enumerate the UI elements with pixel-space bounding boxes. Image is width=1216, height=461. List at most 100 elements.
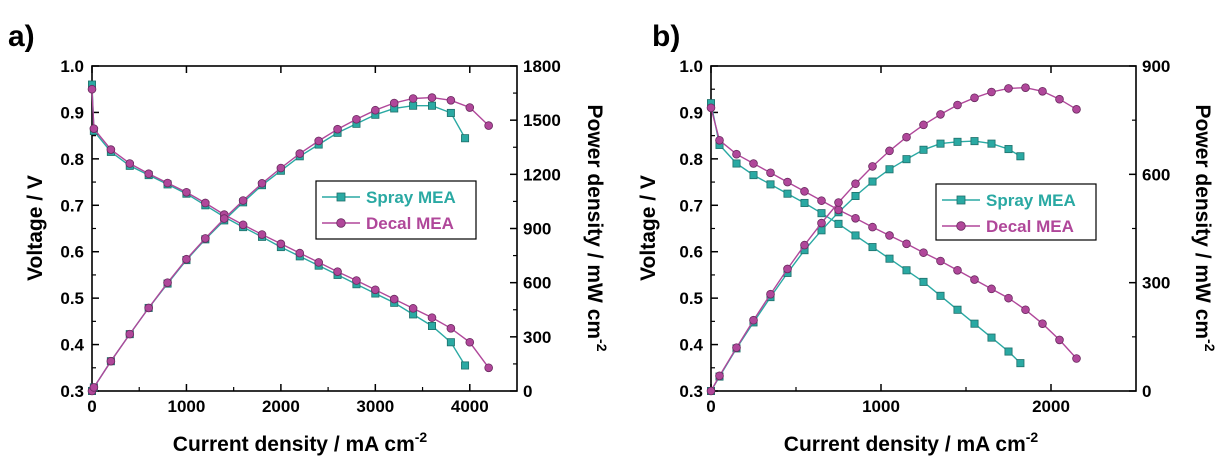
voltage-point (427, 321, 436, 330)
power-point (333, 124, 342, 134)
y-left-tick-label: 0.7 (60, 196, 84, 215)
x-axis-title: Current density / mA cm-2 (173, 429, 428, 456)
voltage-point (851, 213, 860, 223)
power-point (1072, 105, 1081, 114)
voltage-point (1016, 359, 1025, 368)
voltage-point (732, 159, 741, 168)
power-point (1038, 86, 1047, 96)
y-left-tick-label: 0.5 (60, 289, 84, 308)
y-right-tick-label: 1500 (523, 111, 561, 130)
voltage-point (238, 220, 248, 230)
legend-label: Decal MEA (986, 217, 1074, 236)
power-point (106, 356, 116, 366)
legend-marker-circle (336, 218, 346, 228)
voltage-point (333, 267, 342, 276)
y-right-tick-label: 1200 (523, 165, 561, 184)
y-right-axis-title: Power density / mW cm-2 (1191, 104, 1216, 351)
panel-a: a)0 1000 2000 3000 40000.30.40.50.60.70.80.9… (8, 20, 610, 456)
x-axis-title-text: Current density / mA cm (173, 433, 415, 456)
power-point (766, 289, 775, 299)
y-left-tick-label: 0.7 (679, 196, 703, 215)
voltage-point (182, 187, 191, 197)
voltage-point (1004, 347, 1013, 356)
power-point (409, 101, 418, 110)
voltage-point (766, 180, 775, 189)
power-point (851, 191, 860, 200)
power-point (902, 132, 911, 142)
power-point (987, 139, 996, 148)
voltage-point (295, 248, 305, 258)
power-point (163, 278, 172, 287)
power-point (1004, 145, 1013, 154)
power-point (987, 87, 996, 97)
voltage-point (749, 159, 758, 168)
voltage-point (987, 284, 996, 294)
x-axis-title-superscript: -2 (415, 429, 428, 445)
voltage-point (163, 178, 172, 188)
power-point (89, 383, 99, 392)
power-point (219, 214, 229, 223)
voltage-point (936, 256, 945, 266)
y-left-tick-label: 0.3 (679, 382, 703, 401)
legend-label: Spray MEA (366, 188, 456, 207)
y-right-axis-title-superscript: -2 (1202, 339, 1216, 352)
voltage-point (1004, 293, 1013, 303)
legend: Spray MEA Decal MEA (935, 183, 1097, 241)
legend: Spray MEA Decal MEA (315, 180, 477, 240)
power-point (868, 177, 877, 186)
voltage-point (1021, 305, 1030, 315)
voltage-point (817, 196, 826, 205)
y-left-tick-label: 0.6 (679, 243, 703, 262)
power-point (953, 100, 962, 110)
y-right-axis-title: Power density / mW cm-2 (583, 104, 610, 351)
series-decal-mea (706, 83, 1081, 396)
voltage-line (91, 84, 466, 366)
y-left-tick-label: 0.4 (679, 336, 703, 355)
power-point (817, 218, 826, 228)
power-point (834, 198, 843, 207)
y-left-tick-label: 0.8 (60, 150, 84, 169)
voltage-point (89, 124, 99, 133)
power-point (465, 103, 475, 112)
voltage-point (427, 313, 437, 322)
x-tick-label: 0 (87, 397, 96, 416)
power-point (953, 137, 962, 146)
y-right-tick-label: 0 (1142, 382, 1151, 401)
x-tick-label: 1000 (168, 397, 206, 416)
y-left-tick-label: 0.6 (60, 243, 84, 262)
power-point (125, 329, 135, 339)
power-point (1004, 84, 1013, 93)
power-point (276, 163, 286, 173)
power-point (817, 226, 826, 235)
legend-box (935, 183, 1097, 241)
power-point (427, 101, 436, 110)
voltage-point (766, 168, 775, 178)
power-line (91, 96, 490, 392)
power-point (970, 137, 979, 146)
legend-label: Decal MEA (366, 214, 454, 233)
power-point (201, 234, 210, 243)
series-spray-mea (707, 99, 1025, 395)
power-point (885, 146, 894, 156)
voltage-point (706, 103, 716, 113)
voltage-point (389, 294, 399, 304)
y-right-tick-label: 900 (523, 220, 551, 239)
power-point (868, 162, 877, 171)
voltage-point (465, 337, 475, 347)
voltage-point (817, 209, 826, 218)
voltage-point (484, 363, 493, 373)
x-tick-label: 3000 (356, 397, 394, 416)
power-point (706, 386, 716, 396)
power-point (238, 196, 248, 205)
x-tick-label: 4000 (451, 397, 489, 416)
power-point (919, 145, 928, 154)
voltage-point (970, 275, 979, 284)
power-point (461, 134, 470, 143)
power-point (936, 110, 945, 119)
y-left-tick-label: 0.9 (679, 103, 703, 122)
y-right-tick-label: 600 (1142, 165, 1170, 184)
voltage-point (257, 230, 267, 239)
legend-marker-square (956, 195, 966, 205)
y-right-axis-title-text: Power density / mW cm (583, 104, 606, 339)
